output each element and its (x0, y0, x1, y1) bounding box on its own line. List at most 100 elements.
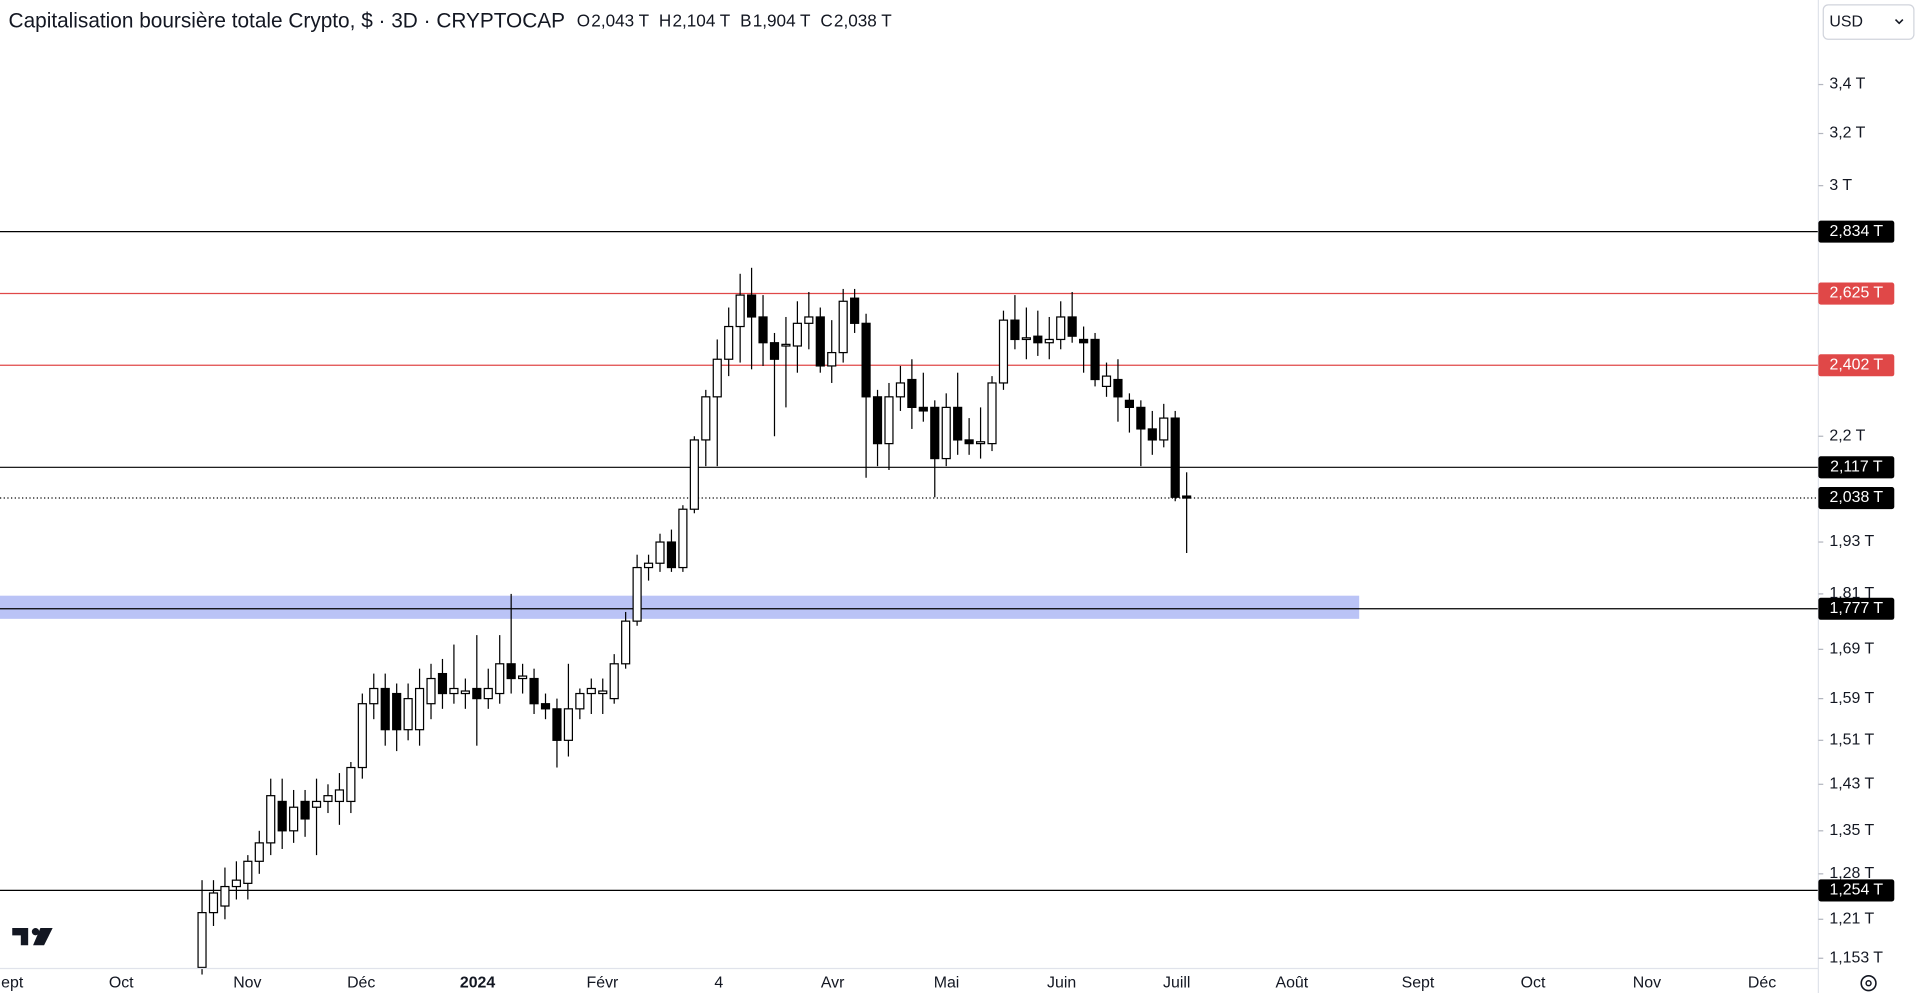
candle-body (804, 316, 814, 324)
support-zone (0, 595, 1360, 619)
candle-body (930, 406, 940, 460)
tradingview-logo (12, 928, 53, 946)
level-label: 2,117 T (1830, 459, 1883, 476)
candle-body (758, 316, 768, 344)
candle-body (609, 663, 619, 700)
currency-select[interactable]: USD (1822, 4, 1915, 40)
candle-body (1113, 378, 1123, 398)
candle-body (643, 562, 654, 569)
candle-body (1124, 399, 1134, 409)
ohlc-value: 2,043 T (591, 11, 649, 31)
y-tick-label: 3,2 T (1829, 125, 1865, 142)
level-badge (1818, 456, 1895, 479)
x-tick-label: Févr (587, 974, 619, 991)
candle-body (552, 708, 562, 741)
candle-body (346, 766, 356, 803)
candle-body (300, 800, 310, 820)
candle-body (666, 541, 677, 569)
candle-body (598, 690, 608, 695)
candle-body (1159, 417, 1169, 441)
candle-body (746, 294, 757, 318)
candle-body (392, 692, 402, 731)
candle-body (472, 687, 482, 700)
chart-title: Capitalisation boursière totale Crypto, … (9, 10, 565, 33)
candle-body (1044, 338, 1054, 344)
candle-body (334, 789, 345, 803)
candle-body (998, 319, 1009, 384)
candle-body (1090, 338, 1100, 381)
candle-body (792, 322, 802, 347)
candle-body (1010, 319, 1020, 341)
candle-body (884, 396, 894, 445)
y-tick-label: 2,2 T (1829, 427, 1865, 444)
plot-area (0, 231, 1819, 975)
candle-body (460, 690, 470, 695)
currency-box[interactable] (1822, 4, 1915, 40)
candle-body (311, 800, 322, 808)
gear-center[interactable] (1865, 980, 1872, 987)
candle-body (918, 406, 928, 412)
gear[interactable] (1860, 975, 1877, 992)
candle-body (483, 687, 493, 700)
candle-body (426, 677, 436, 705)
x-tick-label: Nov (233, 974, 261, 991)
candle-body (838, 300, 848, 354)
candle-body (1136, 406, 1146, 430)
ohlc-value: 1,904 T (753, 11, 811, 31)
candle-body (1182, 495, 1192, 499)
candle-body (495, 663, 505, 695)
x-tick-label: Déc (1748, 974, 1776, 991)
candle-body (815, 316, 825, 367)
level-label: 2,038 T (1830, 489, 1884, 506)
candle-body (243, 860, 253, 884)
candle-body (724, 325, 734, 360)
y-tick-label: 1,69 T (1829, 641, 1874, 658)
y-tick-label: 1,21 T (1829, 910, 1874, 927)
x-tick-label: Août (1275, 974, 1308, 991)
candle-body (701, 396, 711, 441)
level-label: 1,777 T (1830, 600, 1884, 617)
candle-body (827, 351, 837, 367)
level-label: 2,402 T (1830, 356, 1884, 373)
candle-body (1056, 316, 1066, 341)
candle-body (735, 294, 745, 328)
dropdown-arrow[interactable] (1894, 19, 1904, 25)
candle-body (231, 879, 241, 888)
level-badge (1818, 487, 1895, 510)
y-tick-label: 1,59 T (1829, 690, 1874, 707)
candle-body (403, 697, 413, 731)
candle-body (781, 343, 791, 347)
y-tick-label: 3,4 T (1829, 76, 1865, 93)
ohlc-value: 2,104 T (672, 11, 730, 31)
candle-body (563, 708, 574, 741)
candle-body (208, 892, 219, 914)
candle-body (449, 687, 459, 695)
candle-body (529, 677, 539, 705)
candle-body (540, 703, 551, 710)
candle-body (621, 620, 631, 665)
y-tick-label: 3 T (1829, 177, 1852, 194)
x-tick-label: 4 (714, 974, 723, 991)
x-tick-label: Juin (1047, 974, 1076, 991)
level-label: 2,625 T (1830, 285, 1884, 302)
candle-body (941, 406, 951, 460)
ohlc-key: C (820, 11, 832, 31)
level-badge (1818, 879, 1895, 902)
x-tick-label: Sept (1402, 974, 1435, 991)
x-tick-label: Nov (1633, 974, 1661, 991)
candle-body (1147, 428, 1157, 441)
candle-body (323, 795, 333, 803)
ohlc-key: O (577, 11, 590, 31)
candle-body (220, 885, 230, 907)
candle-body (678, 508, 688, 569)
candle-body (987, 382, 997, 445)
candle-body (975, 441, 986, 445)
settings-icon[interactable] (1860, 975, 1877, 992)
currency-label[interactable]: USD (1829, 13, 1863, 30)
candle-body (266, 795, 276, 844)
x-tick-label: Oct (109, 974, 134, 991)
ohlc-header: O 2,043 T H 2,104 T B 1,904 T C 2,038 T (577, 11, 893, 31)
